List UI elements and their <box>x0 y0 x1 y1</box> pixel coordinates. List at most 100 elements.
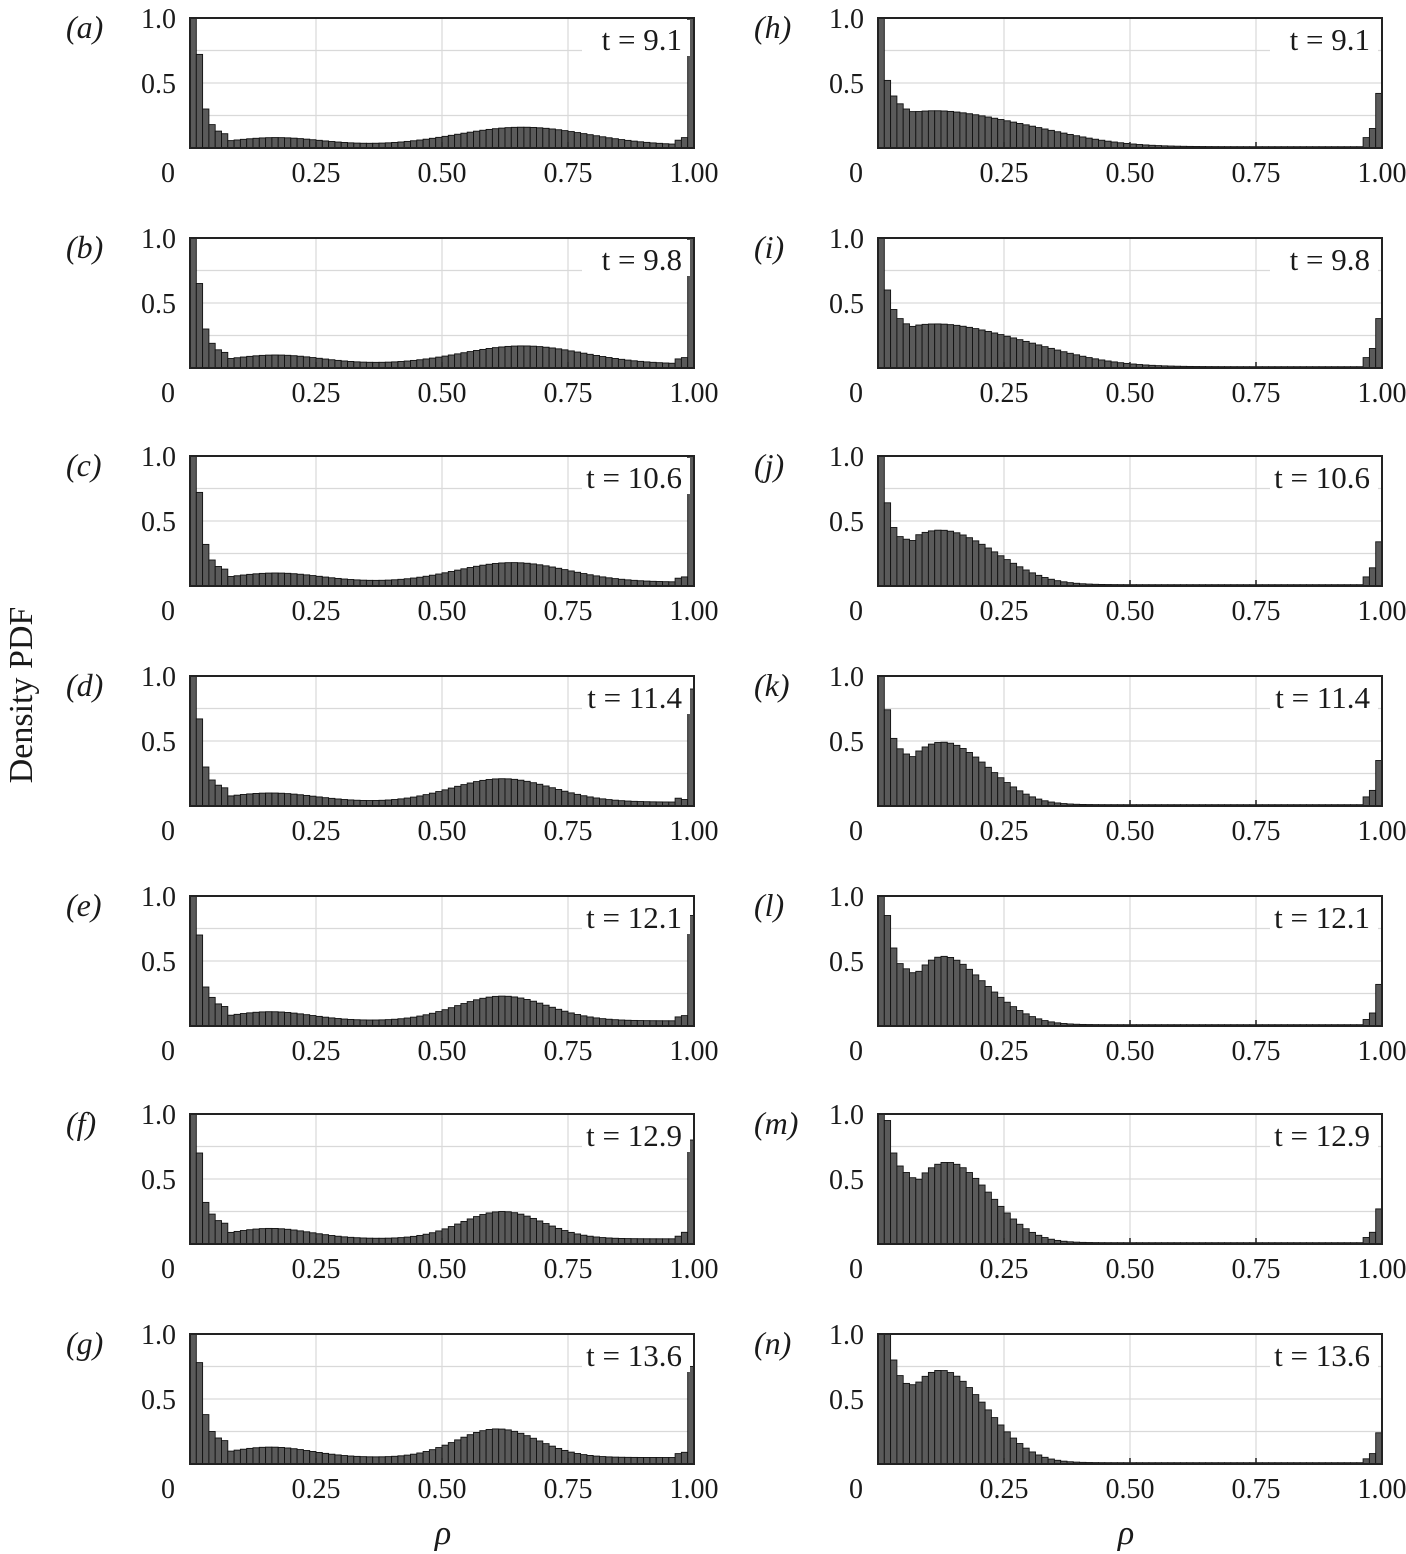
histogram-bar <box>567 792 575 807</box>
annotation-background <box>1270 458 1378 494</box>
histogram-bar <box>334 1235 342 1245</box>
y-tick-label: 1.0 <box>829 662 864 693</box>
histogram-bar <box>617 358 626 369</box>
histogram-bar <box>252 573 260 587</box>
annotation-background <box>582 1116 690 1152</box>
histogram-bar <box>605 1456 613 1465</box>
histogram-bar <box>485 779 493 807</box>
histogram-bar <box>321 1452 330 1465</box>
histogram-bar <box>1009 121 1018 149</box>
histogram-bar <box>1003 1001 1011 1027</box>
x-tick-label: 0 <box>161 158 175 189</box>
histogram-bar <box>441 789 449 807</box>
histogram-bar <box>466 1001 474 1027</box>
x-tick-label: 0.25 <box>292 1036 341 1067</box>
histogram-bar <box>296 138 304 149</box>
histogram-bar <box>504 1211 512 1245</box>
panel-label: (k) <box>754 667 790 703</box>
histogram-bar <box>1041 346 1049 369</box>
histogram-bar <box>422 138 430 149</box>
histogram-bar <box>1368 1231 1377 1245</box>
histogram-bar <box>548 787 556 807</box>
panel-j: 0 0.25 0.50 0.75 1.00 0.5 1.0 (j) t = 10.6 <box>754 442 1406 627</box>
histogram-bar <box>214 1437 222 1465</box>
histogram-bar <box>277 1011 285 1027</box>
histogram-bar <box>561 349 569 369</box>
time-annotation: t = 12.9 <box>1274 1118 1370 1153</box>
histogram-bar <box>580 1015 588 1027</box>
histogram-bar <box>422 1451 430 1465</box>
histogram-bar <box>510 562 519 587</box>
histogram-bar <box>410 1235 418 1245</box>
histogram-bar <box>258 1228 267 1245</box>
histogram-bar <box>909 540 917 587</box>
histogram-bar <box>1028 1231 1036 1245</box>
histogram-bar <box>479 1214 487 1245</box>
histogram-bar <box>277 572 285 587</box>
histogram-bar <box>1016 1223 1024 1245</box>
histogram-bar <box>529 126 537 149</box>
histogram-bar <box>428 357 437 369</box>
histogram-bar <box>915 324 923 369</box>
histogram-bar <box>422 1014 430 1027</box>
histogram-bar <box>561 1230 569 1245</box>
histogram-bar <box>416 1234 424 1245</box>
histogram-bar <box>454 785 462 807</box>
x-axis-label-right: ρ <box>1117 1515 1134 1552</box>
histogram-bar <box>416 139 424 149</box>
histogram-bar <box>592 575 600 587</box>
x-tick-label: 0.75 <box>544 158 593 189</box>
histogram-bar <box>605 1018 613 1027</box>
histogram-bar <box>246 1447 254 1465</box>
histogram-bar <box>265 1446 273 1465</box>
histogram-bar <box>504 562 512 587</box>
histogram-bar <box>921 1172 929 1245</box>
x-tick-label: 0.50 <box>1106 1474 1155 1505</box>
histogram-bar <box>410 1453 418 1465</box>
histogram-bar <box>441 1228 449 1245</box>
histogram-bar <box>1091 358 1099 369</box>
x-tick-label: 0.25 <box>292 158 341 189</box>
histogram-bar <box>680 576 689 587</box>
x-tick-label: 1.00 <box>670 1254 719 1285</box>
histogram-bar <box>510 1212 519 1245</box>
panel-a: 0 0.25 0.50 0.75 1.00 0.5 1.0 (a) t = 9.1 <box>66 4 719 189</box>
histogram-bar <box>599 356 607 369</box>
histogram-bar <box>473 1216 481 1245</box>
x-tick-label: 1.00 <box>670 816 719 847</box>
histogram-bar <box>586 353 594 369</box>
histogram-bar <box>611 1456 619 1465</box>
histogram-bar <box>529 1000 537 1027</box>
panel-i: 0 0.25 0.50 0.75 1.00 0.5 1.0 (i) t = 9.8 <box>754 224 1406 409</box>
histogram-bar <box>940 1162 948 1245</box>
histogram-bar <box>965 537 973 587</box>
time-annotation: t = 13.6 <box>586 1338 682 1373</box>
histogram-bar <box>517 1213 525 1245</box>
histogram-bar <box>680 357 689 369</box>
histogram-bar <box>624 359 632 369</box>
histogram-bar <box>617 1456 626 1465</box>
histogram-bar <box>246 1012 254 1027</box>
histogram-bar <box>202 1201 210 1245</box>
histogram-bar <box>441 135 449 149</box>
x-tick-label: 1.00 <box>1358 596 1406 627</box>
panel-label: (d) <box>66 667 103 703</box>
histogram-bar <box>927 959 936 1027</box>
x-tick-label: 0.75 <box>544 596 593 627</box>
histogram-bar <box>934 323 942 369</box>
histogram-bar <box>573 132 582 149</box>
histogram-bar <box>586 1016 594 1027</box>
histogram-bar <box>1022 124 1030 149</box>
histogram-bar <box>284 793 292 807</box>
histogram-bar <box>309 795 317 807</box>
histogram-bar <box>990 772 999 807</box>
histogram-bar <box>592 1017 600 1027</box>
histogram-bar <box>946 110 955 149</box>
histogram-bar <box>403 360 411 369</box>
histogram-bar <box>592 1455 600 1465</box>
x-tick-label: 1.00 <box>670 158 719 189</box>
histogram-bar <box>605 577 613 587</box>
histogram-bar <box>214 1220 222 1245</box>
histogram-bar <box>1066 352 1074 369</box>
histogram-bar <box>479 564 487 587</box>
